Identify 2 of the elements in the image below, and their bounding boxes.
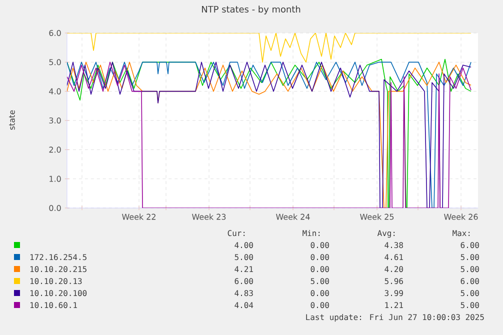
line-series (67, 33, 472, 63)
chart-title: NTP states - by month (202, 6, 300, 14)
